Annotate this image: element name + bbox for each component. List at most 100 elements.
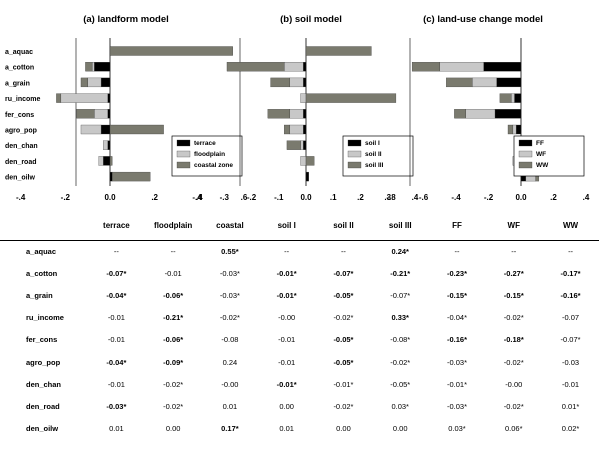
table-cell: -0.07* <box>333 268 354 278</box>
variable-label: a_aquac <box>5 49 33 56</box>
table-cell: -0.02* <box>333 401 354 411</box>
table-cell: 0.01* <box>561 401 580 411</box>
tick-label: .2 <box>357 193 364 202</box>
bar-soil-ii <box>300 140 304 150</box>
table-cell: -0.07* <box>106 268 127 278</box>
bar-terrace <box>109 171 113 182</box>
tick-label: -.3 <box>220 193 230 202</box>
table-cell: -0.06* <box>163 335 184 345</box>
tick-label: -.4 <box>192 193 202 202</box>
table-cell: -0.01* <box>446 379 467 389</box>
legend-label: floodplain <box>194 151 225 158</box>
table-cell: 0.06* <box>504 424 523 434</box>
legend-label: WF <box>536 151 546 158</box>
variable-label: fer_cons <box>5 112 34 119</box>
bar-ww <box>446 77 473 88</box>
table-cell: -0.05* <box>333 335 354 345</box>
bar-coastal-zone <box>76 109 95 119</box>
chart-title: (c) land-use change model <box>423 14 543 25</box>
bar-ff <box>483 62 522 72</box>
table-cell: -- <box>340 246 346 256</box>
column-header: terrace <box>88 212 145 241</box>
table-cell: -0.02* <box>390 357 411 367</box>
bar-ff <box>494 109 522 119</box>
bar-coastal-zone <box>80 77 88 88</box>
tick-label: .2 <box>151 193 158 202</box>
bar-floodplain <box>87 77 102 88</box>
table-row: agro_pop -0.04* -0.09* 0.24 -0.01 -0.05* -0.02… <box>0 351 599 373</box>
table-cell: -0.05* <box>333 357 354 367</box>
table-cell: -- <box>284 246 290 256</box>
table-cell: -0.09* <box>163 357 184 367</box>
table-row: a_cotton -0.07* -0.01 -0.03* -0.01* -0.07* -0.… <box>0 262 599 284</box>
chart-panel-3: (c) land-use change model -.8 -.6 -.4 -.2 0.0… <box>386 14 590 202</box>
bar-coastal-zone <box>109 124 164 135</box>
table-row: a_grain -0.04* -0.06* -0.03* -0.01* -0.05* -0.… <box>0 284 599 306</box>
table-cell: -0.17* <box>560 268 581 278</box>
bar-terrace <box>107 93 111 103</box>
table-cell: 0.01 <box>222 401 238 411</box>
bar-terrace <box>107 109 111 119</box>
bar-soil-iii <box>267 109 290 119</box>
table-cell: 0.17* <box>221 424 239 434</box>
bar-soil-iii <box>226 62 285 72</box>
bar-ff <box>515 124 522 135</box>
table-cell: -0.08 <box>221 335 239 345</box>
legend: FF WF WW <box>513 135 585 177</box>
table-cell: -0.00 <box>278 313 296 323</box>
table-cell: -0.15* <box>446 290 467 300</box>
bar-terrace <box>94 62 111 72</box>
tick-label: -.8 <box>386 193 396 202</box>
bar-floodplain <box>98 156 104 166</box>
bar-coastal-zone <box>109 46 233 56</box>
bar-soil-ii <box>300 156 307 166</box>
legend-label: terrace <box>194 140 216 147</box>
legend-swatch <box>176 150 191 158</box>
bar-floodplain <box>94 109 108 119</box>
bar-ff <box>514 93 522 103</box>
bar-wf <box>439 62 484 72</box>
bar-ww <box>499 93 512 103</box>
table-row: den_road -0.03* -0.02* 0.01 0.00 -0.02* 0.03* -… <box>0 395 599 417</box>
legend-swatch <box>518 139 533 147</box>
table-cell: -0.16* <box>560 290 581 300</box>
table-cell: -0.04* <box>106 290 127 300</box>
bar-terrace <box>107 140 111 150</box>
table-cell: -0.03* <box>446 357 467 367</box>
bar-ww <box>507 124 514 135</box>
table-cell: -0.07* <box>390 290 411 300</box>
bar-terrace <box>103 156 111 166</box>
table-cell: 0.24 <box>222 357 238 367</box>
variable-label: agro_pop <box>5 128 37 135</box>
table-row: ru_income -0.01 -0.21* -0.02* -0.00 -0.02* 0.3… <box>0 307 599 329</box>
table-cell: 0.03* <box>448 424 466 434</box>
table-cell: -0.01 <box>562 379 580 389</box>
table-cell: -0.02* <box>503 313 524 323</box>
bar-ww <box>454 109 466 119</box>
bar-soil-ii <box>289 124 304 135</box>
column-header: WW <box>542 212 599 241</box>
table-cell: -0.07 <box>562 313 580 323</box>
table-cell: -0.01 <box>278 335 296 345</box>
column-header: soil I <box>258 212 316 241</box>
row-label: a_cotton <box>26 268 58 278</box>
column-header: floodplain <box>144 212 202 241</box>
bar-soil-ii <box>289 77 304 88</box>
bar-coastal-zone <box>56 93 62 103</box>
tick-label: -.6 <box>419 193 429 202</box>
table-cell: 0.55* <box>221 246 239 256</box>
chart-title: (a) landform model <box>83 14 169 25</box>
chart-panel-2: (b) soil model -.4 -.3 -.2 -.1 0.0 .1 .2 .3 .4 soi… <box>192 14 419 202</box>
bar-soil-iii <box>286 140 301 150</box>
bar-ww <box>411 62 440 72</box>
variable-label: a_grain <box>5 80 30 87</box>
bar-wf <box>512 124 517 135</box>
variable-label: a_cotton <box>5 65 34 72</box>
table-cell: -- <box>568 246 574 256</box>
table-cell: -0.21* <box>390 268 411 278</box>
tick-label: -.4 <box>16 193 26 202</box>
legend: terrace floodplain coastal zone <box>171 135 243 177</box>
tick-label: -.2 <box>61 193 71 202</box>
bar-soil-iii <box>305 93 397 103</box>
